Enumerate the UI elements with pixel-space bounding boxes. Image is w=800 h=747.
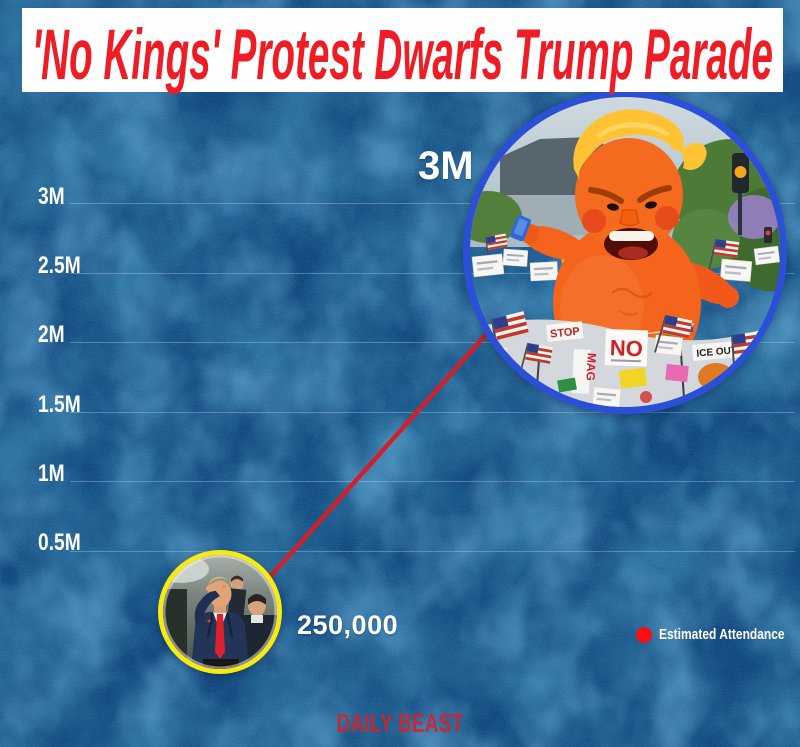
gridline bbox=[70, 203, 795, 204]
legend-dot-icon bbox=[636, 626, 652, 643]
trump-parade-photo bbox=[163, 555, 277, 669]
no-sign-text: NO bbox=[609, 335, 643, 361]
parade-value-label: 250,000 bbox=[297, 610, 399, 640]
balloon-hair bbox=[573, 109, 707, 179]
crowd-signs: STOP MAG NO ICE OUT bbox=[470, 310, 780, 407]
stop-sign-text: STOP bbox=[550, 326, 581, 341]
title-svg: 'No Kings' Protest Dwarfs Trump Parade bbox=[32, 16, 773, 95]
y-tick-0-5m: 0.5M bbox=[38, 529, 81, 556]
y-tick-1m: 1M bbox=[38, 460, 65, 487]
y-tick-2-5m: 2.5M bbox=[38, 252, 81, 279]
gridline bbox=[70, 412, 795, 413]
no-kings-protest-photo: STOP MAG NO ICE OUT bbox=[470, 97, 780, 407]
mag-sign-text: MAG bbox=[583, 353, 598, 382]
stop-sign: STOP bbox=[546, 321, 584, 342]
legend: Estimated Attendance bbox=[636, 626, 800, 643]
gridline bbox=[70, 273, 795, 274]
title-banner: 'No Kings' Protest Dwarfs Trump Parade bbox=[22, 8, 783, 95]
trump-saluting bbox=[191, 576, 249, 669]
legend-label: Estimated Attendance bbox=[659, 626, 785, 643]
ice-out-sign-text: ICE OUT bbox=[696, 345, 737, 359]
phone bbox=[509, 215, 532, 242]
ice-out-sign: ICE OUT bbox=[692, 340, 742, 361]
gridline bbox=[70, 551, 795, 552]
y-tick-3m: 3M bbox=[38, 183, 65, 210]
protest-value-label: 3M bbox=[418, 144, 474, 188]
mag-sign: MAG bbox=[571, 349, 599, 394]
y-tick-2m: 2M bbox=[38, 321, 65, 348]
y-tick-1-5m: 1.5M bbox=[38, 391, 81, 418]
traffic-light bbox=[732, 153, 772, 243]
no-sign: NO bbox=[604, 329, 648, 367]
brand-logo: DAILY BEAST bbox=[0, 708, 800, 739]
gridline bbox=[70, 481, 795, 482]
protest-photo-bubble: STOP MAG NO ICE OUT bbox=[463, 90, 787, 414]
daily-beast-wordmark: DAILY BEAST bbox=[336, 708, 464, 738]
page-title: 'No Kings' Protest Dwarfs Trump Parade bbox=[32, 16, 773, 95]
parade-photo-bubble bbox=[158, 550, 282, 674]
